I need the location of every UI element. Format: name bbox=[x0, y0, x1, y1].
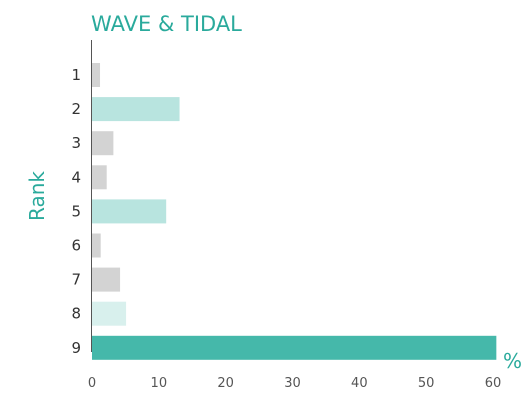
category-label-7: 7 bbox=[71, 271, 81, 289]
bar-rank-8 bbox=[92, 301, 127, 326]
category-label-5: 5 bbox=[71, 202, 81, 220]
x-tick-10: 10 bbox=[151, 376, 168, 391]
x-tick-40: 40 bbox=[351, 376, 368, 391]
category-label-2: 2 bbox=[71, 100, 81, 118]
category-labels: 1 2 3 4 5 6 7 8 9 bbox=[71, 66, 81, 357]
x-tick-60: 60 bbox=[485, 376, 502, 391]
category-label-4: 4 bbox=[71, 168, 81, 186]
bar-rank-7 bbox=[92, 267, 121, 292]
x-tick-0: 0 bbox=[88, 376, 96, 391]
category-label-3: 3 bbox=[71, 134, 81, 152]
bar-rank-9 bbox=[92, 335, 497, 360]
bar-rank-5 bbox=[92, 199, 167, 224]
category-label-6: 6 bbox=[71, 237, 81, 255]
bar-rank-3 bbox=[92, 131, 114, 156]
bar-rank-1 bbox=[92, 63, 101, 87]
chart-title: WAVE & TIDAL bbox=[91, 12, 242, 36]
bars bbox=[92, 63, 497, 360]
x-axis-unit: % bbox=[503, 349, 522, 373]
category-label-1: 1 bbox=[71, 66, 81, 84]
x-tick-50: 50 bbox=[418, 376, 435, 391]
bar-rank-4 bbox=[92, 165, 107, 190]
x-tick-labels: 0 10 20 30 40 50 60 bbox=[88, 376, 501, 391]
category-label-8: 8 bbox=[71, 305, 81, 323]
x-tick-30: 30 bbox=[284, 376, 301, 391]
category-label-9: 9 bbox=[71, 339, 81, 357]
bar-rank-2 bbox=[92, 97, 180, 122]
x-tick-20: 20 bbox=[217, 376, 234, 391]
bar-rank-6 bbox=[92, 233, 101, 258]
y-axis-label: Rank bbox=[25, 171, 49, 221]
